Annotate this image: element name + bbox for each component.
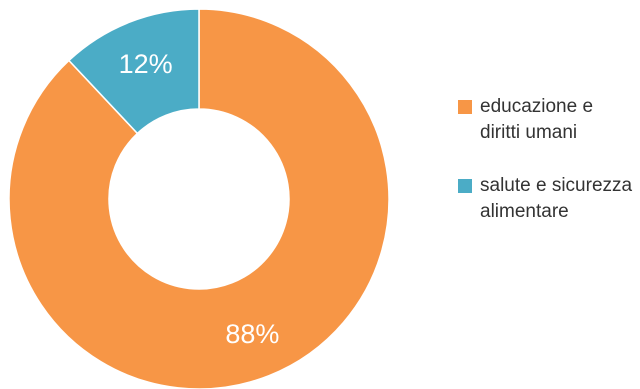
slice-labels: 88% 12% [119, 49, 280, 349]
legend-item-salute: salute e sicurezza alimentare [458, 173, 638, 225]
donut-chart: 88% 12% [8, 8, 390, 389]
legend-swatch-salute [458, 179, 472, 193]
legend-label-salute: salute e sicurezza alimentare [480, 175, 633, 222]
slice-salute [67, 8, 200, 135]
legend-item-educazione: educazione e diritti umani [458, 94, 638, 146]
legend-label-educazione: educazione e diritti umani [480, 96, 594, 143]
donut-slices [8, 8, 390, 389]
slice-educazione [8, 8, 390, 389]
chart-legend: educazione e diritti umani salute e sicu… [458, 94, 638, 225]
slice-label-salute: 12% [119, 49, 173, 79]
legend-swatch-educazione [458, 100, 472, 114]
slice-label-educazione: 88% [225, 319, 279, 349]
